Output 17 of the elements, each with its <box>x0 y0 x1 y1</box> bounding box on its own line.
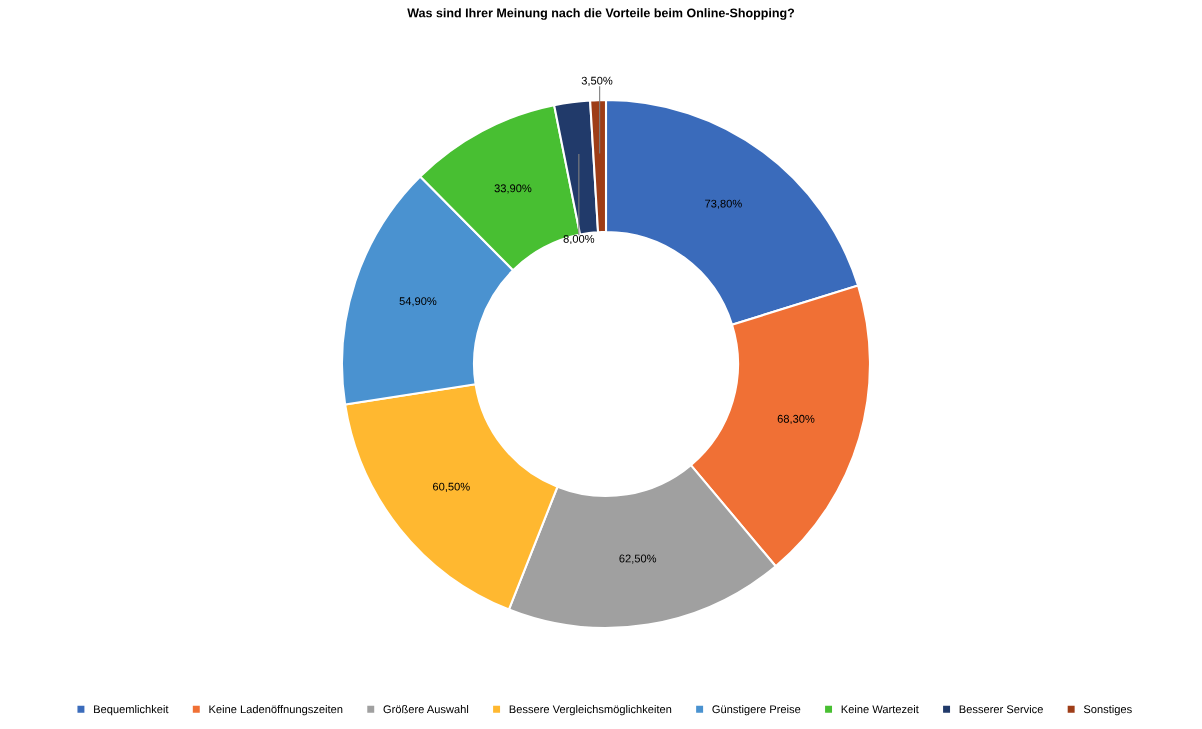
chart-title: Was sind Ihrer Meinung nach die Vorteile beim Online-Shopping? <box>407 8 795 20</box>
legend-label: Besserer Service <box>959 705 1043 714</box>
data-label: 54,90% <box>399 297 437 307</box>
legend-label: Sonstiges <box>1083 705 1132 716</box>
legend-label: Günstigere Preise <box>712 705 801 716</box>
legend-label: Keine Ladenöffnungszeiten <box>209 705 343 716</box>
data-label: 68,30% <box>777 414 815 425</box>
data-label: 62,50% <box>619 554 657 564</box>
legend-label: Bessere Vergleichsmöglichkeiten <box>509 705 672 716</box>
legend-label: Größere Auswahl <box>383 705 469 714</box>
legend-label: Keine Wartezeit <box>841 705 919 714</box>
data-label: 73,80% <box>705 199 742 209</box>
data-label: 33,90% <box>494 184 532 194</box>
data-label: 60,50% <box>433 482 470 492</box>
legend-label: Bequemlichkeit <box>94 705 169 716</box>
data-label: 3,50% <box>581 76 613 86</box>
data-label: 8,00% <box>563 234 595 245</box>
